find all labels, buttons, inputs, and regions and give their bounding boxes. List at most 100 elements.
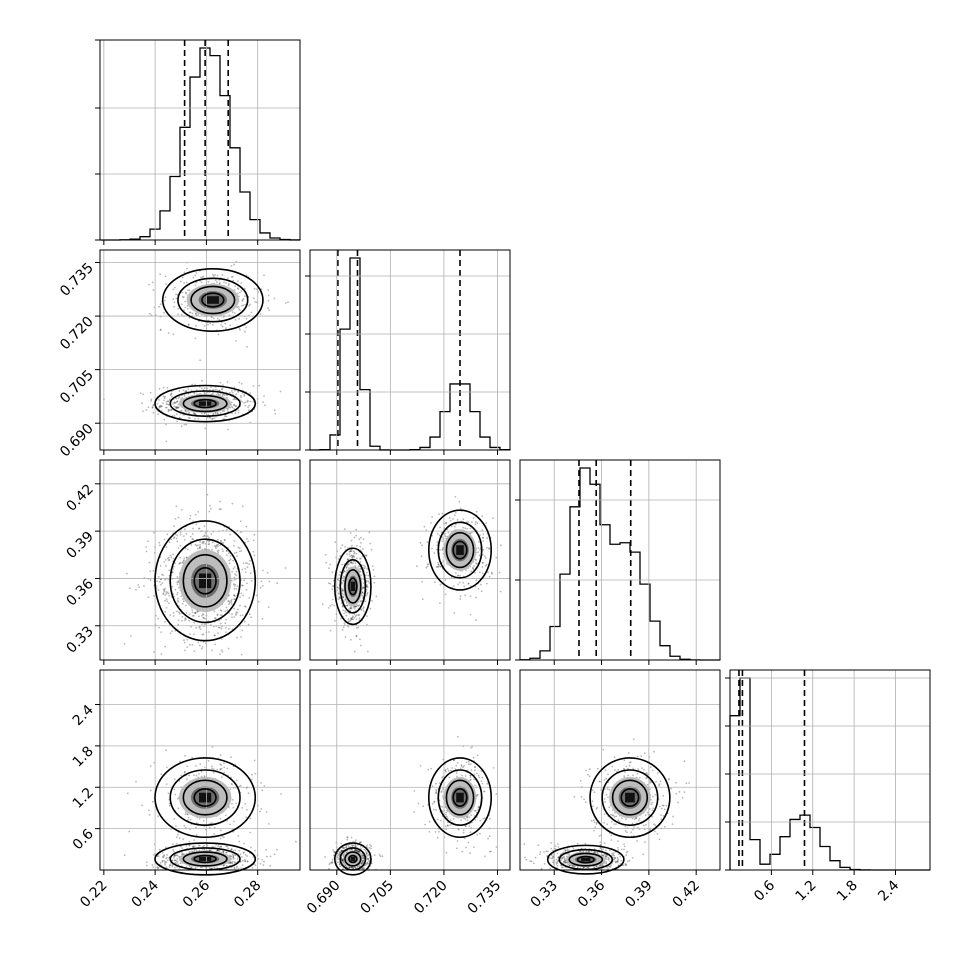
sample-point: [280, 391, 282, 393]
sample-point: [341, 544, 343, 546]
sample-point: [355, 839, 357, 841]
sample-point: [164, 646, 166, 648]
sample-point: [537, 844, 539, 846]
sample-point: [240, 531, 242, 533]
sample-point: [137, 872, 139, 874]
sample-point: [523, 843, 525, 845]
sample-point: [368, 847, 370, 849]
sample-point: [209, 505, 211, 507]
sample-point: [152, 866, 154, 868]
sample-point: [251, 774, 253, 776]
sample-point: [177, 873, 179, 875]
sample-point: [259, 811, 261, 813]
sample-point: [195, 514, 197, 516]
sample-point: [351, 540, 353, 542]
sample-point: [371, 549, 373, 551]
sample-point: [258, 385, 260, 387]
sample-point: [345, 636, 347, 638]
sample-point: [599, 835, 601, 837]
sample-point: [489, 835, 491, 837]
sample-point: [252, 867, 254, 869]
sample-point: [621, 871, 623, 873]
sample-point: [263, 864, 265, 866]
sample-point: [165, 283, 167, 285]
sample-point: [372, 565, 374, 567]
sample-point: [322, 603, 324, 605]
sample-point: [233, 264, 235, 266]
sample-point: [184, 755, 186, 757]
sample-point: [344, 528, 346, 530]
sample-point: [176, 836, 178, 838]
sample-point: [182, 838, 184, 840]
sample-point: [478, 588, 480, 590]
sample-point: [168, 332, 170, 334]
sample-point: [495, 557, 497, 559]
sample-point: [171, 630, 173, 632]
sample-point: [473, 846, 475, 848]
sample-point: [152, 406, 154, 408]
sample-point: [146, 551, 148, 553]
sample-point: [195, 338, 197, 340]
sample-point: [166, 870, 168, 872]
sample-point: [153, 532, 155, 534]
sample-point: [262, 570, 264, 572]
sample-point: [192, 644, 194, 646]
sample-point: [470, 595, 472, 597]
sample-point: [152, 801, 154, 803]
sample-point: [440, 584, 442, 586]
sample-point: [600, 876, 602, 878]
sample-point: [252, 551, 254, 553]
sample-point: [477, 755, 479, 757]
sample-point: [240, 520, 242, 522]
sample-point: [541, 868, 543, 870]
sample-point: [221, 649, 223, 651]
sample-point: [376, 595, 378, 597]
sample-point: [146, 861, 148, 863]
sample-point: [332, 571, 334, 573]
sample-point: [446, 852, 448, 854]
sample-point: [149, 570, 151, 572]
sample-point: [339, 873, 341, 875]
sample-point: [441, 513, 443, 515]
sample-point: [439, 602, 441, 604]
sample-point: [268, 581, 270, 583]
sample-point: [267, 289, 269, 291]
sample-point: [186, 639, 188, 641]
sample-point: [480, 584, 482, 586]
sample-point: [340, 876, 342, 878]
sample-point: [456, 847, 458, 849]
sample-point: [260, 808, 262, 810]
sample-point: [243, 874, 245, 876]
sample-point: [228, 874, 230, 876]
sample-point: [175, 518, 177, 520]
sample-point: [147, 540, 149, 542]
sample-point: [150, 392, 152, 394]
sample-point: [230, 875, 232, 877]
sample-point: [421, 544, 423, 546]
sample-point: [126, 573, 128, 575]
sample-point: [130, 635, 132, 637]
sample-point: [164, 538, 166, 540]
sample-point: [235, 340, 237, 342]
sample-point: [266, 811, 268, 813]
sample-point: [457, 736, 459, 738]
sample-point: [460, 595, 462, 597]
sample-point: [274, 409, 276, 411]
sample-point: [274, 853, 276, 855]
sample-point: [610, 839, 612, 841]
sample-point: [280, 793, 282, 795]
sample-point: [500, 544, 502, 546]
sample-point: [328, 874, 330, 876]
sample-point: [263, 274, 265, 276]
sample-point: [489, 818, 491, 820]
sample-point: [525, 859, 527, 861]
sample-point: [148, 562, 150, 564]
sample-point: [438, 831, 440, 833]
sample-point: [170, 632, 172, 634]
sample-point: [254, 555, 256, 557]
sample-point: [218, 333, 220, 335]
sample-point: [262, 401, 264, 403]
sample-point: [359, 842, 361, 844]
sample-point: [142, 394, 144, 396]
